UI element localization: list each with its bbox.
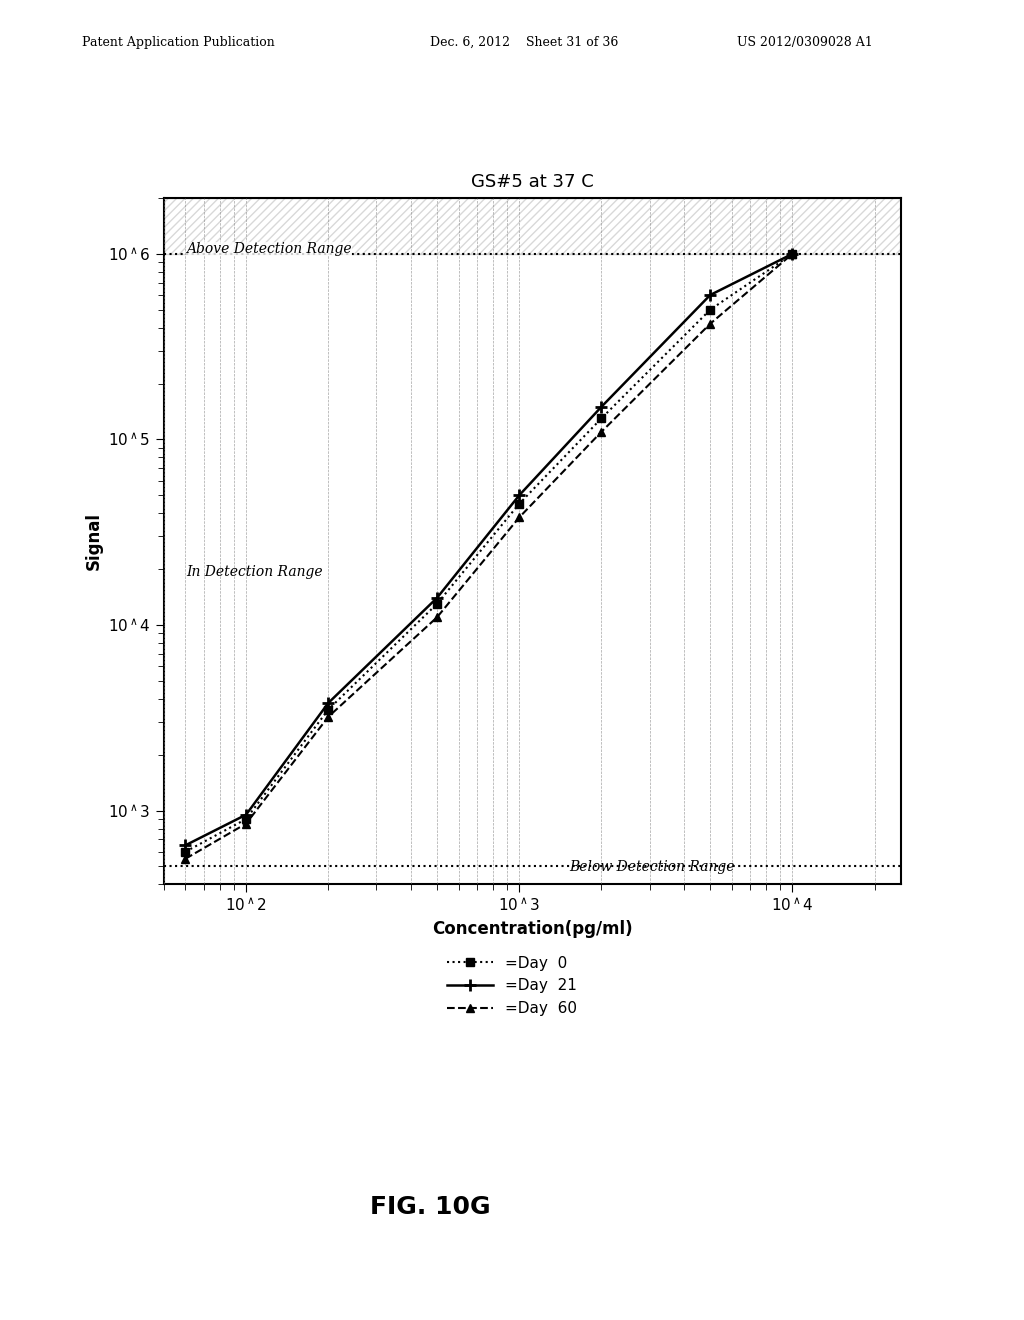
Legend: =Day  0, =Day  21, =Day  60: =Day 0, =Day 21, =Day 60 [441,949,583,1022]
Text: Above Detection Range: Above Detection Range [186,242,351,256]
Bar [164,198,901,253]
Text: US 2012/0309028 A1: US 2012/0309028 A1 [737,36,873,49]
Bar [164,198,901,253]
Title: GS#5 at 37 C: GS#5 at 37 C [471,173,594,191]
X-axis label: Concentration(pg/ml): Concentration(pg/ml) [432,920,633,939]
Text: FIG. 10G: FIG. 10G [370,1196,490,1220]
Text: Dec. 6, 2012    Sheet 31 of 36: Dec. 6, 2012 Sheet 31 of 36 [430,36,618,49]
Y-axis label: Signal: Signal [84,512,102,570]
Text: Below Detection Range: Below Detection Range [569,859,735,874]
Text: In Detection Range: In Detection Range [186,565,323,578]
Text: Patent Application Publication: Patent Application Publication [82,36,274,49]
